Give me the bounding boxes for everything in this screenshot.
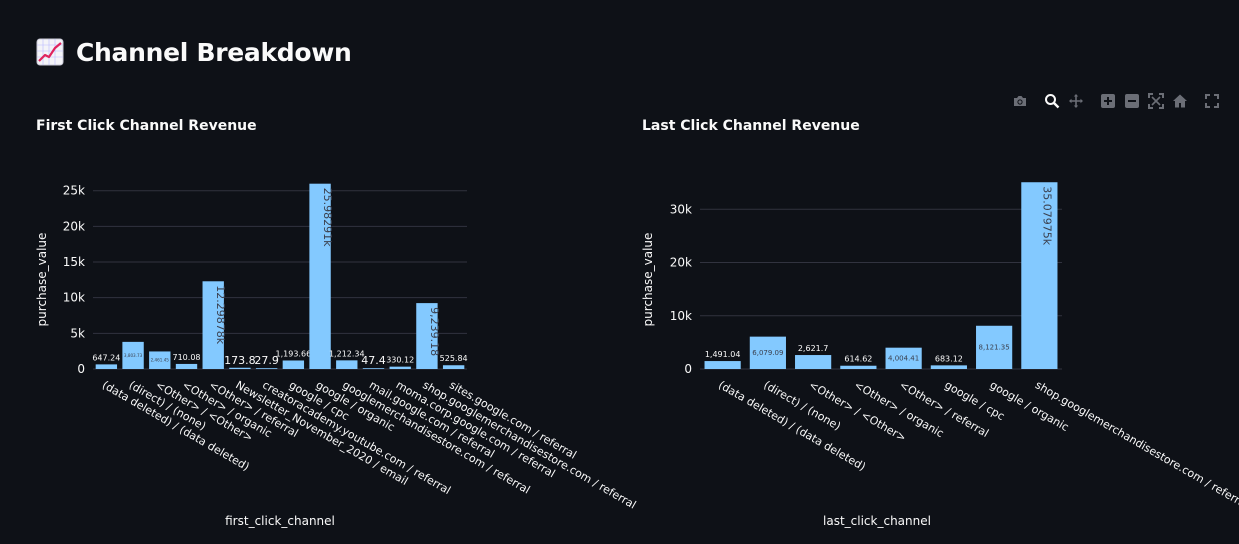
bar[interactable] [95,364,118,369]
data-label: 614.62 [844,355,872,364]
y-tick-label: 10k [63,291,85,305]
bar[interactable] [255,368,278,369]
data-label: 25.98291k [321,188,334,247]
bar[interactable] [282,360,305,369]
data-label: 1,212.34 [329,349,365,358]
bar[interactable] [309,183,331,369]
chart-toolbar [1012,92,1228,110]
page-header: Channel Breakdown [36,32,352,72]
data-label: 3,803.73 [124,353,143,358]
data-label: 6,079.09 [752,349,783,357]
camera-icon[interactable] [1012,93,1028,109]
data-label: 1,491.04 [705,350,741,359]
x-axis-title: first_click_channel [225,514,335,528]
data-label: 710.08 [173,353,201,362]
y-tick-label: 20k [670,256,692,270]
data-label: 1,193.66 [276,349,312,358]
bar[interactable] [336,360,358,369]
y-tick-label: 0 [77,362,85,376]
y-tick-label: 15k [63,255,85,269]
data-label: 9,239.18 [428,307,441,356]
bar[interactable] [930,365,967,369]
zoom-icon[interactable] [1044,93,1060,109]
fullscreen-icon[interactable] [1204,93,1220,109]
bar[interactable] [976,325,1013,369]
data-label: 47.4 [361,354,386,367]
data-label: 525.84 [440,354,468,363]
chart-title-first-click: First Click Channel Revenue [36,118,257,134]
data-label: 4,004.41 [888,355,919,363]
data-label: 330.12 [386,356,414,365]
page-title: Channel Breakdown [76,37,352,67]
data-label: 2,461.45 [151,358,170,363]
data-label: 35.07975k [1040,186,1053,245]
bar[interactable] [149,351,171,369]
bar[interactable] [202,281,224,369]
bar[interactable] [175,363,198,369]
data-label: 2,621.7 [798,344,829,353]
data-label: 12.29878k [214,285,227,344]
bar[interactable] [704,361,741,369]
data-label: 647.24 [92,353,120,362]
x-tick-label: google / organic [988,378,1071,434]
bar[interactable] [795,355,832,369]
data-label: 683.12 [935,354,963,363]
y-axis-title: purchase_value [641,233,655,327]
y-tick-label: 25k [63,184,85,198]
zoom-in-icon[interactable] [1100,93,1116,109]
reset-axes-icon[interactable] [1172,93,1188,109]
bar[interactable] [885,347,922,369]
bar[interactable] [840,365,877,369]
y-tick-label: 0 [684,362,692,376]
data-label: 173.8 [224,354,256,367]
x-axis-title: last_click_channel [823,514,931,528]
bar[interactable] [362,368,385,369]
bar[interactable] [389,366,411,369]
y-tick-label: 10k [670,309,692,323]
bar[interactable] [229,367,251,369]
bar[interactable] [1021,182,1058,369]
y-tick-label: 30k [670,202,692,216]
y-tick-label: 5k [70,326,85,340]
pan-icon[interactable] [1068,93,1084,109]
chart-title-last-click: Last Click Channel Revenue [642,118,860,134]
x-tick-label: shop.googlemerchandisestore.com / referr… [1033,378,1239,511]
y-tick-label: 20k [63,219,85,233]
chart-increasing-icon [36,38,64,66]
data-label: 27.9 [254,354,279,367]
bar[interactable] [442,365,465,369]
data-label: 8,121.35 [979,344,1010,352]
autoscale-icon[interactable] [1148,93,1164,109]
bar[interactable] [122,341,144,369]
bar[interactable] [416,303,438,369]
y-axis-title: purchase_value [35,233,49,327]
zoom-out-icon[interactable] [1124,93,1140,109]
bar[interactable] [749,336,786,369]
